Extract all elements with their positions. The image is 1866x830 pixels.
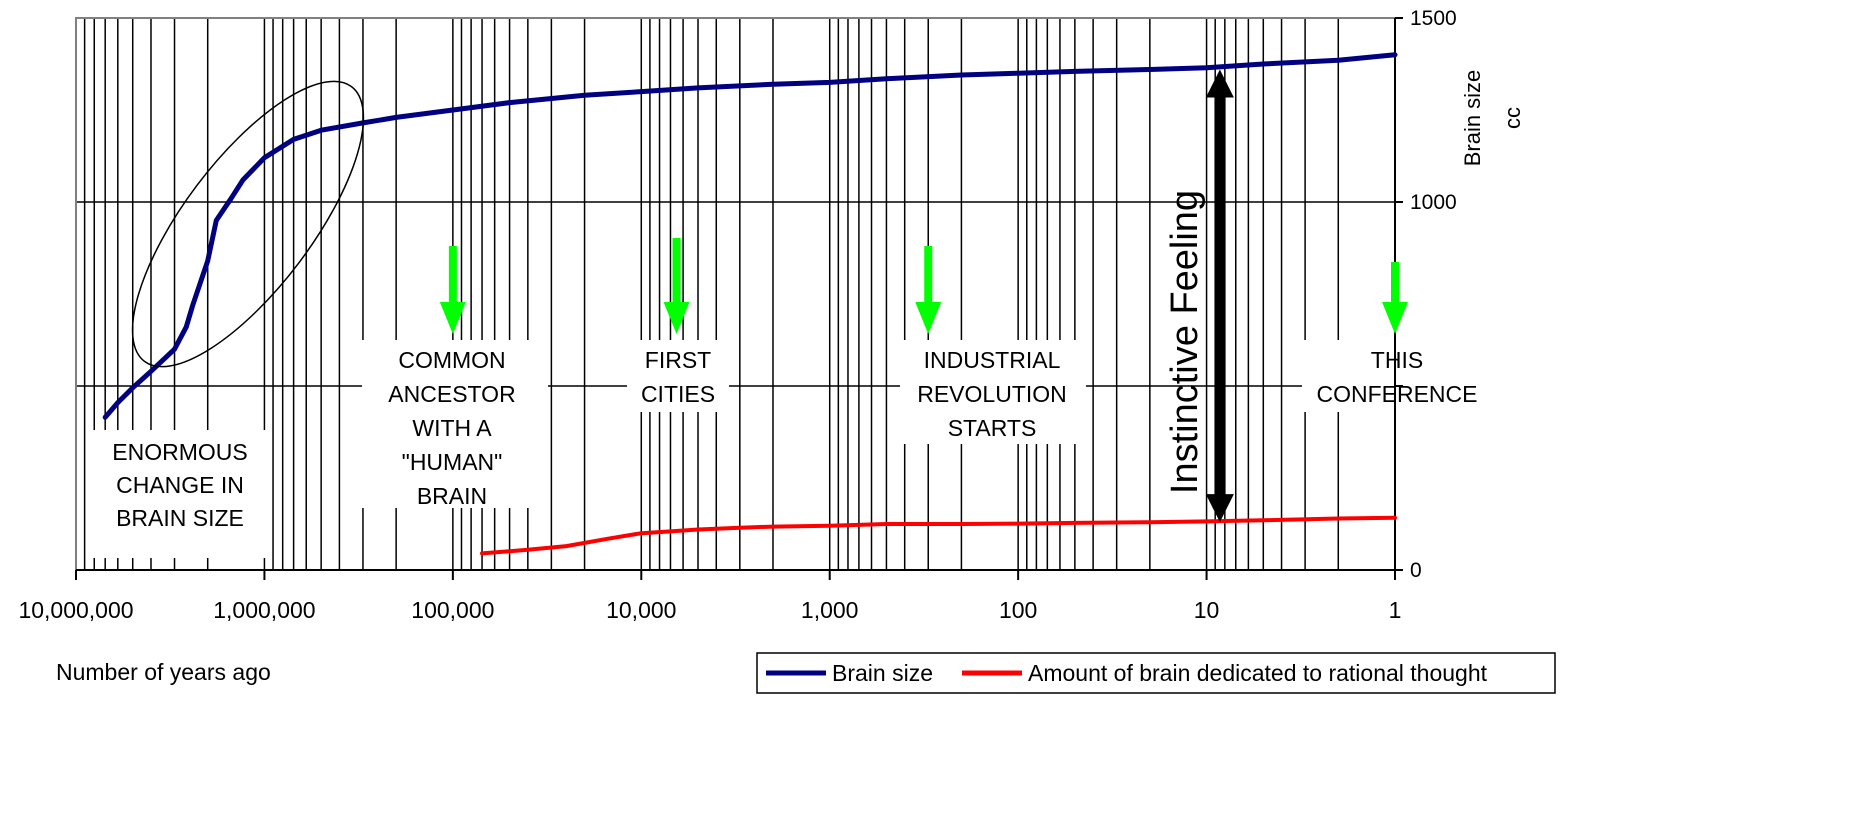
instinctive-arrow-head-bottom [1205, 494, 1234, 523]
annotations-group: ENORMOUS CHANGE IN BRAIN SIZE COMMON ANCESTO… [88, 340, 1492, 558]
annotation-line-common-ancestor: ANCESTOR [388, 381, 515, 407]
enormous-change-ellipse [131, 80, 365, 368]
y-axis-group: 0 1000 1500 [1395, 7, 1457, 582]
annotation-line-common-ancestor: COMMON [398, 347, 505, 373]
event-arrow-head-common-ancestor [439, 302, 466, 334]
x-axis-group: 10,000,000 1,000,000 100,000 10,000 1,000 100… [18, 570, 1401, 623]
annotation-line-industrial-revolution: REVOLUTION [917, 381, 1067, 407]
series-line-rational-thought [480, 515, 1397, 556]
x-tick-label: 1,000 [801, 597, 859, 623]
annotation-line-enormous-change: BRAIN SIZE [116, 505, 244, 531]
annotation-box-industrial-revolution [900, 340, 1086, 444]
event-arrows-group [439, 238, 1408, 334]
series-line-brain-size [102, 52, 1398, 420]
annotation-box-common-ancestor [362, 340, 548, 508]
annotation-line-enormous-change: ENORMOUS [112, 439, 247, 465]
annotation-line-enormous-change: CHANGE IN [116, 472, 244, 498]
x-tick-label: 100 [999, 597, 1037, 623]
event-arrow-shaft-industrial-revolution [924, 246, 933, 304]
y-tick-label: 1000 [1410, 191, 1457, 214]
y-axis-title-line2: cc [1500, 107, 1525, 129]
event-arrow-shaft-this-conference [1391, 262, 1399, 304]
annotation-line-industrial-revolution: INDUSTRIAL [924, 347, 1061, 373]
event-arrow-head-industrial-revolution [915, 302, 942, 334]
x-tick-label: 1,000,000 [213, 597, 315, 623]
legend: Brain size Amount of brain dedicated to r… [756, 652, 1556, 694]
y-tick-label: 0 [1410, 559, 1422, 582]
event-arrow-shaft-common-ancestor [448, 246, 457, 304]
annotation-line-first-cities: CITIES [641, 381, 715, 407]
annotation-line-common-ancestor: WITH A [412, 415, 492, 441]
annotation-box-enormous-change [88, 430, 268, 558]
x-tick-label: 10,000,000 [18, 597, 133, 623]
legend-label-brain-size: Brain size [832, 660, 933, 686]
annotation-line-this-conference: CONFERENCE [1316, 381, 1477, 407]
event-arrow-head-first-cities [663, 302, 690, 334]
annotation-line-this-conference: THIS [1371, 347, 1423, 373]
instinctive-feeling-label: Instinctive Feeling [1164, 190, 1206, 494]
series-group [102, 52, 1398, 556]
event-arrow-head-this-conference [1382, 302, 1408, 334]
instinctive-arrow-shaft [1214, 95, 1225, 497]
annotation-line-industrial-revolution: STARTS [948, 415, 1037, 441]
annotation-box-first-cities [627, 340, 729, 412]
x-tick-label: 1 [1389, 597, 1402, 623]
instinctive-arrow-head-top [1205, 69, 1234, 98]
x-tick-label: 10 [1194, 597, 1220, 623]
event-arrow-shaft-first-cities [672, 238, 681, 304]
x-tick-label: 100,000 [411, 597, 494, 623]
x-axis-title: Number of years ago [56, 659, 271, 685]
annotation-line-common-ancestor: "HUMAN" [402, 449, 503, 475]
annotation-line-first-cities: FIRST [645, 347, 711, 373]
legend-box [756, 652, 1556, 694]
x-tick-label: 10,000 [606, 597, 676, 623]
y-tick-label: 1500 [1410, 7, 1457, 30]
legend-label-rational-thought: Amount of brain dedicated to rational th… [1028, 660, 1488, 686]
y-axis-title-line1: Brain size [1460, 70, 1485, 167]
annotation-box-this-conference [1302, 340, 1492, 412]
annotation-line-common-ancestor: BRAIN [417, 483, 487, 509]
